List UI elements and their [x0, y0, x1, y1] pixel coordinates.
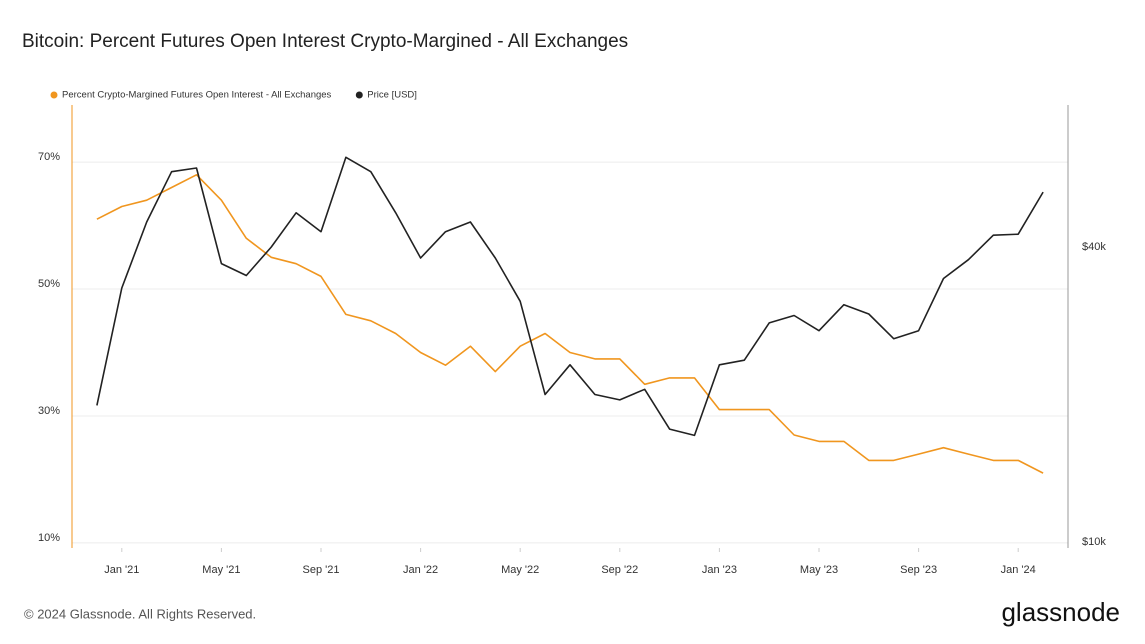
x-tick-label: Jan '23 [702, 564, 737, 576]
source-note: © 2024 Glassnode. All Rights Reserved. [24, 606, 256, 621]
x-tick-label: Jan '24 [1001, 564, 1036, 576]
y-tick-label: 70% [38, 151, 60, 163]
x-tick-label: May '23 [800, 564, 838, 576]
x-tick-label: Jan '22 [403, 564, 438, 576]
y-tick-label: 10% [38, 532, 60, 544]
chart-title: Bitcoin: Percent Futures Open Interest C… [22, 31, 628, 52]
x-tick-label: May '21 [202, 564, 240, 576]
series-line [96, 174, 1044, 474]
y-tick-label: 50% [38, 278, 60, 290]
x-tick-label: Sep '22 [601, 564, 638, 576]
series-line [96, 156, 1044, 437]
legend-label: Percent Crypto-Margined Futures Open Int… [62, 90, 332, 101]
y2-tick-label: $10k [1082, 536, 1106, 548]
legend-marker [355, 91, 363, 99]
legend-label: Price [USD] [367, 90, 417, 101]
x-tick-label: Jan '21 [104, 564, 139, 576]
y-tick-label: 30% [38, 405, 60, 417]
legend-marker [50, 91, 58, 99]
x-tick-label: May '22 [501, 564, 539, 576]
x-tick-label: Sep '23 [900, 564, 937, 576]
logo: glassnode [1001, 597, 1120, 627]
x-tick-label: Sep '21 [303, 564, 340, 576]
y2-tick-label: $40k [1082, 241, 1106, 253]
